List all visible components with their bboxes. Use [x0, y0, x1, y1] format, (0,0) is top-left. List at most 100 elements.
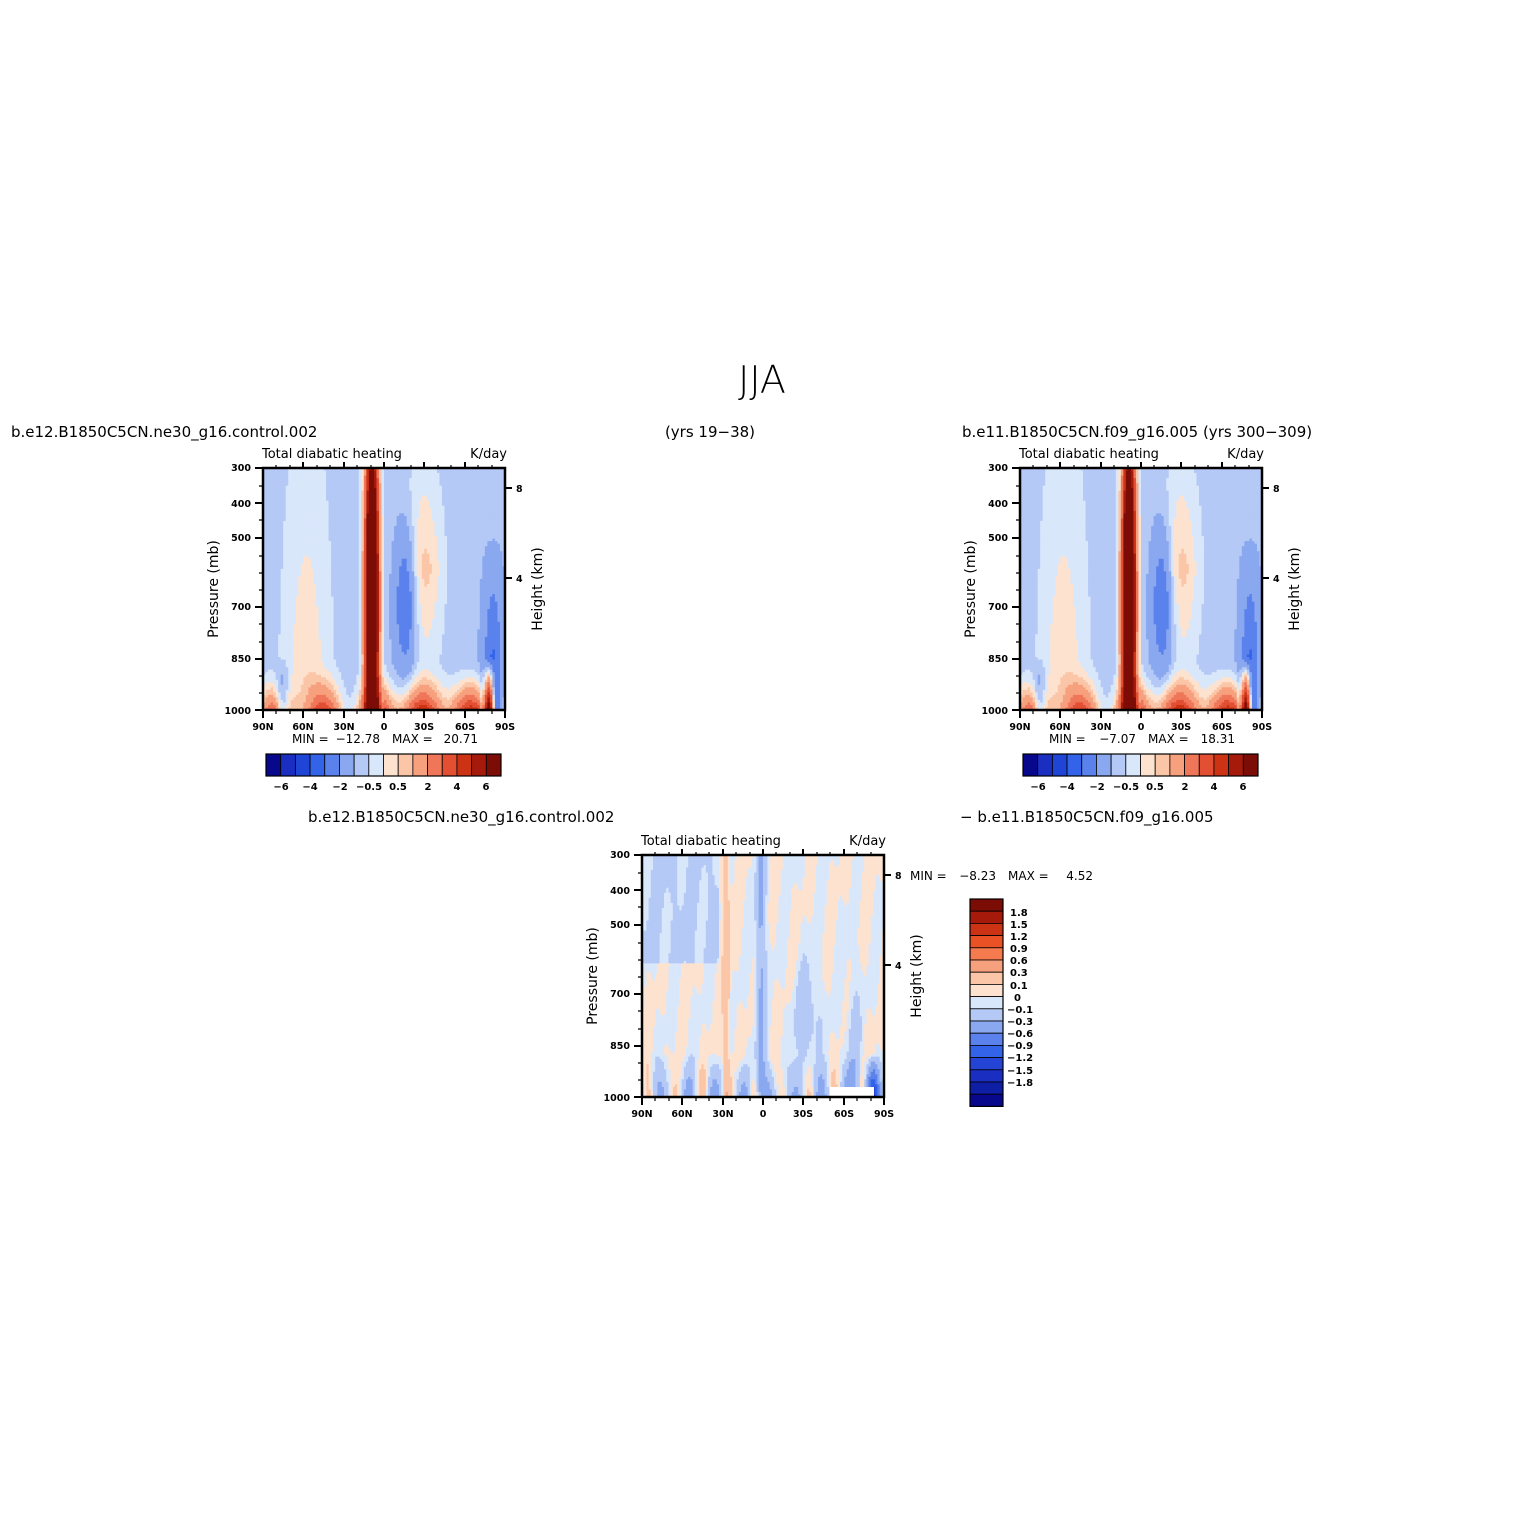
field-cell [404, 551, 407, 554]
field-cell [495, 546, 498, 549]
field-cell [293, 493, 296, 496]
field-cell [351, 471, 354, 474]
left-panel: Total diabatic heating K/day 300 400 500… [206, 447, 546, 793]
field-cell [374, 541, 377, 544]
field-cell [445, 493, 448, 496]
field-cell [409, 513, 412, 516]
field-cell [303, 534, 306, 537]
field-cell [311, 556, 314, 559]
field-cell [276, 496, 279, 499]
field-cell [308, 476, 311, 479]
field-cell [301, 496, 304, 499]
field-cell [434, 561, 437, 564]
field-cell [485, 503, 488, 506]
field-cell [311, 483, 314, 486]
field-cell [276, 478, 279, 481]
field-cell [407, 501, 410, 504]
field-cell [359, 491, 362, 494]
field-cell [273, 481, 276, 484]
field-cell [434, 569, 437, 572]
field-cell [374, 529, 377, 532]
field-cell [427, 511, 430, 514]
field-cell [361, 471, 364, 474]
field-cell [311, 531, 314, 534]
field-cell [482, 534, 485, 537]
field-cell [394, 516, 397, 519]
field-cell [334, 496, 337, 499]
field-cell [369, 549, 372, 552]
field-cell [452, 541, 455, 544]
field-cell [271, 496, 274, 499]
field-cell [407, 488, 410, 491]
field-cell [361, 523, 364, 526]
field-cell [432, 564, 435, 567]
field-cell [414, 521, 417, 524]
field-cell [381, 481, 384, 484]
field-cell [490, 488, 493, 491]
field-cell [422, 566, 425, 569]
field-cell [376, 496, 379, 499]
field-cell [399, 536, 402, 539]
field-cell [409, 486, 412, 489]
field-cell [465, 551, 468, 554]
field-cell [329, 493, 332, 496]
field-cell [308, 503, 311, 506]
field-cell [457, 561, 460, 564]
field-cell [429, 518, 432, 521]
field-cell [329, 526, 332, 529]
field-cell [366, 559, 369, 562]
field-cell [455, 523, 458, 526]
field-cell [437, 564, 440, 567]
field-cell [306, 513, 309, 516]
field-cell [467, 488, 470, 491]
field-cell [387, 551, 390, 554]
field-cell [487, 534, 490, 537]
field-cell [442, 526, 445, 529]
field-cell [324, 496, 327, 499]
field-cell [331, 544, 334, 547]
field-cell [392, 498, 395, 501]
field-cell [376, 559, 379, 562]
field-cell [293, 511, 296, 514]
field-cell [374, 518, 377, 521]
field-cell [381, 516, 384, 519]
field-cell [402, 549, 405, 552]
field-cell [475, 549, 478, 552]
field-cell [402, 566, 405, 569]
field-cell [442, 516, 445, 519]
field-cell [397, 549, 400, 552]
field-cell [392, 564, 395, 567]
field-cell [379, 506, 382, 509]
field-cell [460, 536, 463, 539]
field-cell [336, 564, 339, 567]
field-cell [409, 476, 412, 479]
field-cell [356, 498, 359, 501]
field-cell [477, 534, 480, 537]
field-cell [376, 476, 379, 479]
field-cell [359, 488, 362, 491]
field-cell [283, 529, 286, 532]
field-cell [379, 526, 382, 529]
field-cell [288, 546, 291, 549]
field-cell [482, 536, 485, 539]
field-cell [384, 476, 387, 479]
field-cell [341, 488, 344, 491]
field-cell [344, 541, 347, 544]
field-cell [298, 511, 301, 514]
field-cell [306, 564, 309, 567]
field-cell [465, 526, 468, 529]
field-cell [417, 551, 420, 554]
field-cell [480, 493, 483, 496]
field-cell [442, 559, 445, 562]
field-cell [445, 536, 448, 539]
field-cell [331, 529, 334, 532]
field-cell [321, 501, 324, 504]
field-cell [361, 518, 364, 521]
field-cell [296, 554, 299, 557]
field-cell [467, 506, 470, 509]
field-cell [462, 544, 465, 547]
field-cell [419, 491, 422, 494]
field-cell [379, 488, 382, 491]
field-cell [389, 481, 392, 484]
field-cell [434, 521, 437, 524]
